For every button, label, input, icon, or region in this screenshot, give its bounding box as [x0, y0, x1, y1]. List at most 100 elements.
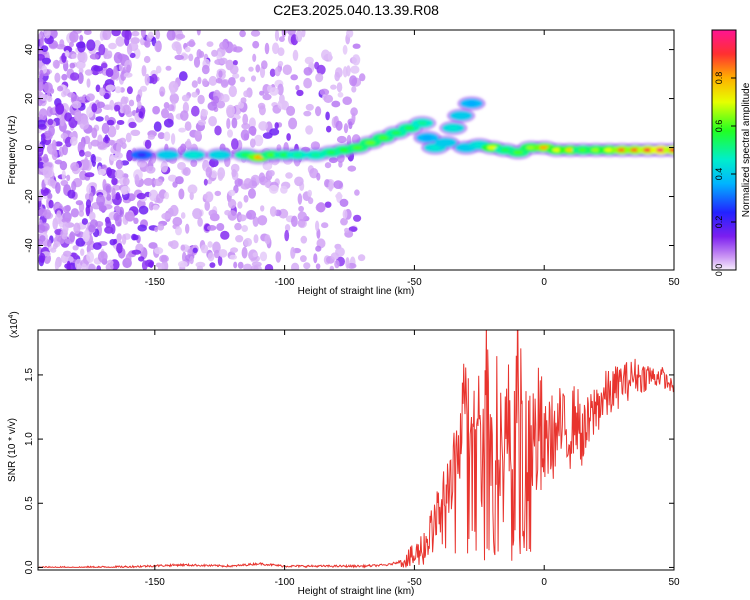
noise-speckle: [86, 78, 91, 88]
noise-speckle: [252, 216, 259, 227]
snr-x-label: Height of straight line (km): [298, 586, 415, 597]
noise-speckle: [286, 105, 296, 116]
noise-speckle: [114, 169, 124, 179]
noise-speckle: [354, 189, 360, 196]
noise-speckle: [310, 141, 320, 151]
noise-speckle: [346, 65, 351, 77]
colorbar-label: Normalized spectral amplitude: [741, 82, 750, 217]
noise-speckle: [184, 121, 192, 131]
noise-speckle: [124, 30, 132, 41]
noise-speckle: [138, 256, 145, 262]
noise-speckle: [316, 172, 321, 181]
noise-speckle: [315, 73, 324, 83]
noise-speckle: [221, 94, 230, 103]
trace-core: [378, 135, 389, 140]
noise-speckle: [153, 121, 162, 132]
trace-core: [136, 152, 147, 157]
noise-speckle: [54, 159, 63, 165]
noise-speckle: [288, 117, 298, 130]
noise-speckle: [251, 30, 260, 36]
noise-speckle: [342, 96, 353, 105]
noise-speckle: [48, 199, 54, 209]
noise-speckle: [215, 77, 223, 84]
noise-speckle: [277, 99, 288, 110]
x-tick-label: -150: [145, 277, 165, 288]
noise-speckle: [314, 61, 320, 70]
noise-speckle: [234, 222, 242, 231]
noise-speckle: [137, 100, 142, 110]
noise-speckle: [104, 115, 110, 122]
snr-multiplier-close: ): [9, 311, 20, 314]
noise-speckle: [107, 168, 117, 179]
trace-core: [539, 145, 550, 150]
noise-speckle: [182, 251, 187, 263]
noise-speckle: [86, 93, 95, 102]
noise-speckle: [336, 135, 347, 144]
noise-speckle: [196, 265, 203, 270]
noise-speckle: [216, 223, 225, 231]
noise-speckle: [257, 215, 268, 226]
noise-speckle: [243, 237, 252, 247]
noise-speckle: [81, 218, 88, 225]
noise-speckle: [206, 41, 214, 47]
noise-speckle: [136, 192, 146, 200]
noise-speckle: [99, 87, 106, 97]
noise-speckle: [321, 222, 329, 229]
noise-speckle: [103, 92, 110, 100]
noise-speckle: [105, 67, 114, 78]
noise-speckle: [54, 259, 59, 270]
noise-speckle: [105, 84, 116, 92]
noise-speckle: [115, 159, 123, 170]
noise-speckle: [143, 177, 154, 186]
noise-speckle: [238, 101, 244, 109]
y-tick-label: -40: [24, 238, 35, 253]
noise-speckle: [219, 57, 228, 65]
noise-speckle: [243, 195, 249, 203]
noise-speckle: [131, 30, 140, 37]
noise-speckle: [253, 134, 264, 147]
noise-speckle: [108, 42, 117, 50]
noise-speckle: [231, 138, 239, 150]
noise-speckle: [169, 93, 179, 104]
noise-speckle: [336, 82, 343, 93]
noise-speckle: [326, 125, 332, 133]
noise-speckle: [343, 123, 349, 134]
noise-speckle: [39, 69, 44, 80]
noise-speckle: [228, 189, 236, 197]
noise-speckle: [240, 129, 250, 141]
noise-speckle: [292, 49, 299, 62]
trace-core: [391, 130, 402, 135]
noise-speckle: [54, 61, 60, 68]
noise-speckle: [251, 75, 256, 82]
svg-text:(x104): (x104): [8, 311, 20, 338]
noise-speckle: [344, 227, 350, 233]
noise-speckle: [136, 94, 141, 103]
noise-speckle: [261, 60, 268, 70]
noise-speckle: [38, 108, 48, 121]
noise-speckle: [96, 194, 106, 207]
y-tick-label: 20: [24, 93, 35, 105]
snr-y-ticks: 0.0 0.5 1.0 1.5: [24, 368, 674, 574]
noise-speckle: [78, 68, 84, 74]
noise-speckle: [259, 90, 265, 96]
noise-speckle: [93, 65, 103, 72]
noise-speckle: [80, 114, 89, 125]
noise-speckle: [269, 87, 279, 96]
noise-speckle: [130, 129, 141, 136]
x-tick-label: -100: [275, 277, 295, 288]
snr-series: [38, 330, 674, 569]
noise-speckle: [334, 259, 340, 269]
noise-speckle: [197, 76, 202, 85]
noise-speckle: [69, 231, 76, 243]
noise-speckle: [138, 111, 144, 118]
noise-speckle: [139, 85, 148, 92]
noise-speckle: [262, 132, 273, 139]
noise-speckle: [348, 121, 353, 130]
noise-speckle: [212, 241, 221, 254]
noise-speckle: [180, 212, 186, 219]
noise-speckle: [114, 86, 122, 94]
noise-speckle: [324, 162, 332, 169]
noise-speckle: [200, 109, 209, 117]
noise-speckle: [157, 132, 165, 140]
trace-core: [669, 148, 674, 152]
